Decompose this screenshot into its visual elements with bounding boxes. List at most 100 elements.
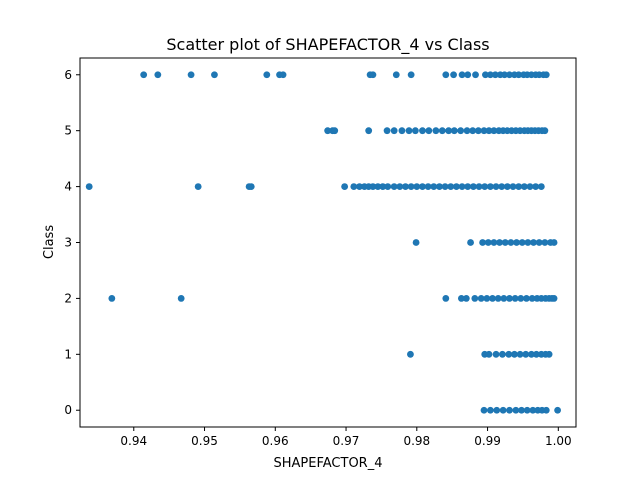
data-point-class-4-18 (419, 183, 426, 190)
data-point-class-4-33 (503, 183, 511, 190)
ticks-layer: 0.94 0.95 0.96 0.97 0.98 0.99 1.00 0 1 2 3 4 5 6 (64, 68, 571, 448)
data-point-class-3-11 (530, 239, 537, 246)
data-point-class-3-1 (467, 239, 474, 246)
data-point-class-5-17 (469, 127, 477, 135)
data-point-class-3-7 (507, 239, 515, 246)
data-point-class-6-17 (486, 71, 494, 79)
data-point-class-5-7 (405, 127, 413, 135)
data-point-class-4-28 (475, 183, 483, 190)
data-point-class-5-13 (445, 127, 453, 135)
data-point-class-3-12 (535, 239, 543, 246)
data-point-class-5-0 (324, 127, 332, 135)
y-axis-label: Class (42, 225, 57, 259)
data-point-class-4-34 (509, 183, 517, 190)
data-point-class-6-14 (464, 71, 472, 79)
data-point-class-5-6 (398, 127, 406, 135)
y-tick-label: 1 (64, 347, 72, 361)
data-point-class-0-5 (512, 406, 520, 414)
data-point-class-4-27 (470, 183, 477, 190)
data-point-class-4-24 (453, 183, 460, 190)
data-point-class-5-15 (457, 127, 465, 135)
data-point-class-4-4 (341, 183, 349, 190)
data-point-class-6-3 (211, 71, 218, 79)
data-point-class-2-4 (462, 295, 470, 302)
data-point-class-4-39 (537, 183, 545, 190)
data-point-class-0-1 (486, 406, 494, 414)
data-point-class-3-6 (501, 239, 509, 246)
data-point-class-0-7 (523, 406, 531, 414)
data-point-class-4-37 (526, 183, 534, 190)
data-point-class-2-9 (494, 295, 502, 302)
data-point-class-2-6 (477, 295, 485, 302)
y-tick-label: 3 (64, 236, 72, 250)
data-point-class-1-6 (511, 350, 518, 358)
data-point-class-3-5 (496, 239, 503, 246)
data-point-class-4-36 (520, 183, 528, 190)
data-point-class-2-8 (489, 295, 496, 302)
data-point-class-6-2 (187, 71, 195, 79)
y-tick-label: 4 (64, 180, 72, 194)
plot-frame (79, 57, 577, 428)
data-point-class-3-9 (518, 239, 526, 246)
data-point-class-5-5 (390, 127, 398, 135)
data-point-class-4-17 (413, 183, 421, 190)
y-tick-label: 6 (64, 68, 72, 82)
data-point-class-0-11 (542, 406, 550, 414)
data-point-class-2-12 (511, 295, 519, 302)
data-point-class-5-34 (541, 127, 549, 135)
data-point-class-5-3 (365, 127, 373, 135)
chart-title: Scatter plot of SHAPEFACTOR_4 vs Class (166, 35, 489, 55)
data-point-class-6-16 (482, 71, 489, 79)
data-point-class-5-2 (331, 127, 339, 135)
data-point-class-5-4 (383, 127, 391, 135)
data-point-class-6-13 (458, 71, 466, 79)
data-point-class-1-2 (485, 350, 493, 358)
data-point-class-4-26 (464, 183, 472, 190)
data-point-class-6-0 (140, 71, 148, 79)
data-point-class-6-23 (515, 71, 523, 79)
data-point-class-4-20 (430, 183, 438, 190)
data-point-class-4-12 (384, 183, 392, 190)
data-point-class-4-15 (402, 183, 409, 190)
data-point-class-2-13 (517, 295, 525, 302)
data-point-class-6-30 (542, 71, 550, 79)
data-point-class-6-6 (279, 71, 287, 79)
data-point-class-4-19 (424, 183, 432, 190)
data-point-class-5-18 (474, 127, 482, 135)
data-point-class-5-20 (485, 127, 493, 135)
data-point-class-3-2 (479, 239, 486, 246)
data-point-class-4-31 (492, 183, 500, 190)
data-point-class-1-0 (407, 350, 414, 358)
data-point-class-4-3 (247, 183, 255, 190)
data-point-class-5-19 (480, 127, 488, 135)
data-point-class-2-15 (528, 295, 536, 302)
data-point-class-5-8 (411, 127, 419, 135)
data-point-class-0-12 (554, 406, 561, 414)
x-tick-label: 0.98 (403, 434, 430, 448)
data-point-class-4-35 (515, 183, 523, 190)
data-point-class-4-22 (441, 183, 449, 190)
data-point-class-1-4 (499, 350, 506, 358)
data-point-class-4-21 (436, 183, 443, 190)
data-point-class-0-8 (529, 406, 537, 414)
data-point-class-4-30 (486, 183, 494, 190)
data-point-class-3-10 (524, 239, 532, 246)
data-point-class-5-12 (438, 127, 446, 135)
data-point-class-1-9 (528, 350, 535, 358)
data-point-class-4-6 (356, 183, 363, 190)
data-point-class-0-3 (499, 406, 507, 414)
data-point-class-6-18 (491, 71, 499, 79)
data-point-class-6-9 (392, 71, 400, 79)
x-axis-label: SHAPEFACTOR_4 (274, 456, 383, 471)
data-point-class-4-11 (379, 183, 387, 190)
data-point-class-1-10 (532, 350, 540, 358)
y-tick-label: 2 (64, 291, 72, 305)
data-point-class-0-4 (506, 406, 513, 414)
data-point-class-4-29 (481, 183, 489, 190)
data-point-class-5-11 (432, 127, 440, 135)
data-point-class-4-14 (396, 183, 404, 190)
points-layer (85, 71, 561, 414)
data-point-class-3-0 (412, 239, 420, 246)
data-point-class-4-1 (194, 183, 202, 190)
data-point-class-4-16 (407, 183, 415, 190)
